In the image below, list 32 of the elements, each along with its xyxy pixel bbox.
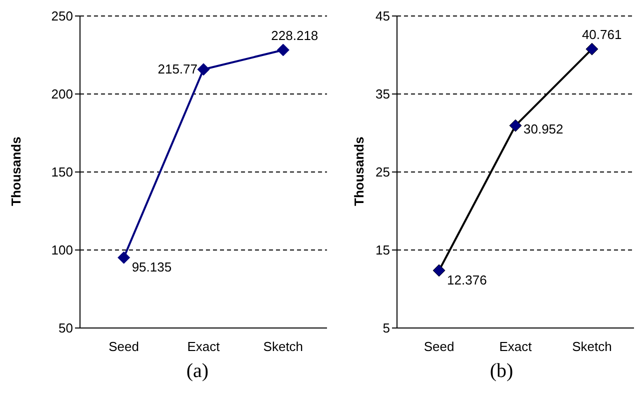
y-tick-label: 150: [51, 164, 73, 180]
point: [432, 264, 446, 277]
data-label: 228.218: [271, 28, 318, 43]
data-label: 30.952: [524, 122, 564, 137]
x-tick-label: Exact: [499, 339, 532, 354]
y-tick-label: 45: [376, 8, 390, 24]
y-tick-label: 15: [376, 242, 390, 258]
text: (b): [488, 360, 514, 383]
x-tick-label: Exact: [187, 339, 220, 354]
y-tick-label: 100: [51, 242, 73, 258]
y-tick-label: 50: [58, 320, 73, 336]
point: [586, 42, 598, 56]
y-axis-title: Thousands: [8, 136, 24, 206]
data-label: 40.761: [582, 27, 622, 42]
text: (a): [185, 360, 210, 383]
data-label: 12.376: [447, 272, 487, 288]
y-tick-label: 35: [376, 86, 390, 102]
data-label: 215.77: [158, 61, 198, 76]
x-tick-label: Sketch: [572, 339, 612, 354]
x-tick-label: Sketch: [263, 339, 304, 354]
point: [197, 63, 210, 76]
y-tick-label: 250: [51, 8, 73, 24]
data-label: 95.135: [132, 260, 172, 275]
x-tick-label: Seed: [424, 339, 454, 354]
point: [509, 119, 522, 132]
y-tick-label: 25: [376, 164, 390, 180]
point: [118, 251, 130, 264]
y-tick-label: 5: [382, 320, 390, 336]
y-axis-title: Thousands: [352, 136, 367, 206]
x-tick-label: Seed: [108, 339, 140, 354]
point: [276, 44, 290, 56]
y-tick-label: 200: [51, 86, 73, 102]
